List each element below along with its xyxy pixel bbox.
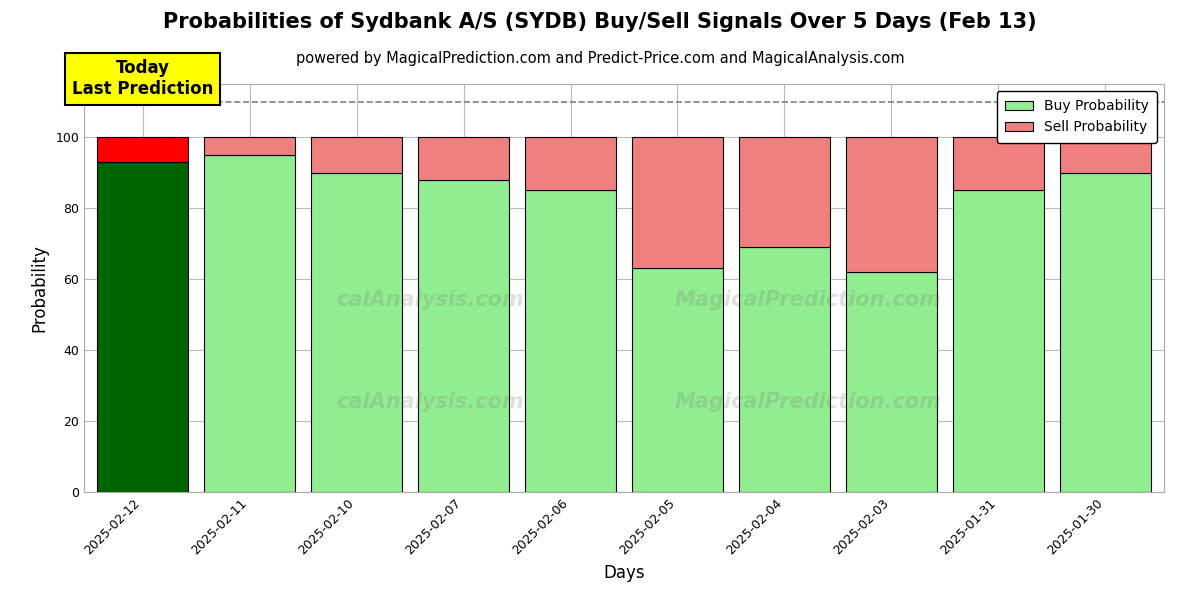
Bar <box>204 155 295 492</box>
Bar <box>846 137 937 272</box>
Bar <box>526 190 616 492</box>
Text: MagicalPrediction.com: MagicalPrediction.com <box>674 392 941 412</box>
Text: Probabilities of Sydbank A/S (SYDB) Buy/Sell Signals Over 5 Days (Feb 13): Probabilities of Sydbank A/S (SYDB) Buy/… <box>163 12 1037 32</box>
Bar <box>1060 137 1151 173</box>
Legend: Buy Probability, Sell Probability: Buy Probability, Sell Probability <box>997 91 1157 143</box>
Bar <box>846 272 937 492</box>
Bar <box>1060 173 1151 492</box>
Bar <box>953 190 1044 492</box>
Text: calAnalysis.com: calAnalysis.com <box>336 392 523 412</box>
Bar <box>739 137 830 247</box>
Bar <box>97 162 188 492</box>
Text: MagicalPrediction.com: MagicalPrediction.com <box>674 290 941 310</box>
Text: Today
Last Prediction: Today Last Prediction <box>72 59 214 98</box>
Bar <box>418 137 509 180</box>
Bar <box>97 137 188 162</box>
X-axis label: Days: Days <box>604 565 644 583</box>
Bar <box>739 247 830 492</box>
Bar <box>632 268 722 492</box>
Text: powered by MagicalPrediction.com and Predict-Price.com and MagicalAnalysis.com: powered by MagicalPrediction.com and Pre… <box>295 51 905 66</box>
Text: calAnalysis.com: calAnalysis.com <box>336 290 523 310</box>
Bar <box>204 137 295 155</box>
Bar <box>632 137 722 268</box>
Bar <box>311 173 402 492</box>
Bar <box>953 137 1044 190</box>
Bar <box>526 137 616 190</box>
Bar <box>311 137 402 173</box>
Bar <box>418 180 509 492</box>
Y-axis label: Probability: Probability <box>30 244 48 332</box>
